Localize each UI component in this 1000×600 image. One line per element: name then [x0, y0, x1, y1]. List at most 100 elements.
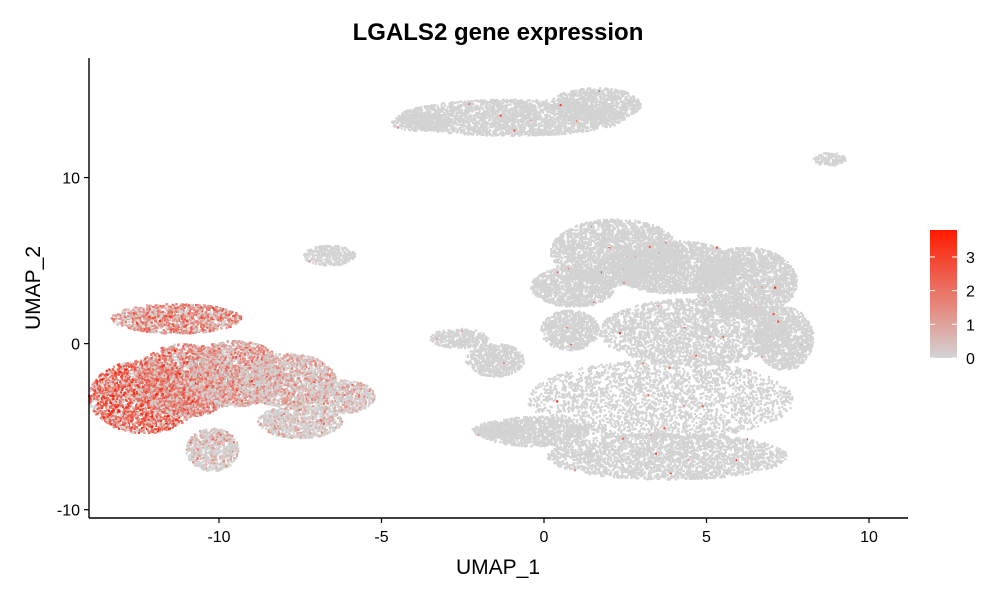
cell-point [117, 416, 119, 418]
cell-point [97, 402, 99, 404]
cell-point [109, 392, 111, 394]
cell-point [106, 413, 108, 415]
cell-point [166, 421, 168, 423]
cell-point [100, 401, 102, 403]
cell-point [117, 401, 119, 403]
cell-point [112, 417, 114, 419]
cell-point [156, 364, 158, 366]
cell-point [144, 401, 146, 403]
cell-point [98, 383, 100, 385]
cell-point [112, 398, 114, 400]
cell-point [148, 432, 150, 434]
cell-point [158, 426, 160, 428]
cell-point [139, 399, 141, 401]
cell-point [158, 414, 160, 416]
cell-point [105, 376, 107, 378]
cell-point [96, 380, 98, 382]
data-points [88, 87, 847, 481]
cell-point [120, 403, 122, 405]
cell-point [161, 425, 163, 427]
cell-point [182, 393, 184, 395]
cell-point [135, 407, 137, 409]
cell-point [90, 405, 92, 407]
cell-point [126, 400, 128, 402]
cell-point [112, 369, 114, 371]
cell-point [118, 410, 120, 412]
cell-point [111, 391, 113, 393]
cell-point [122, 424, 124, 426]
cell-point [138, 405, 140, 407]
cell-point [114, 371, 116, 373]
cell-point [130, 404, 132, 406]
cell-point [116, 390, 118, 392]
cell-point [125, 404, 127, 406]
cell-point [134, 423, 136, 425]
cell-point [118, 397, 120, 399]
cell-point [169, 383, 171, 385]
cell-point [154, 419, 156, 421]
cell-point [128, 378, 130, 380]
cell-point [177, 344, 179, 346]
cell-point [148, 419, 150, 421]
cell-point [126, 411, 128, 413]
cell-point [101, 379, 103, 381]
cell-point [110, 407, 112, 409]
cell-point [166, 417, 168, 419]
cell-point [168, 428, 170, 430]
cell-point [134, 361, 136, 363]
cell-point [115, 380, 117, 382]
cell-point [97, 388, 99, 390]
cell-point [112, 384, 114, 386]
cell-point [103, 382, 105, 384]
cell-point [126, 384, 128, 386]
cell-point [108, 385, 110, 387]
cell-point [129, 410, 131, 412]
cell-point [156, 353, 158, 355]
cell-point [93, 406, 95, 408]
cell-point [121, 385, 123, 387]
cell-point [126, 392, 128, 394]
cell-point [147, 410, 149, 412]
cell-point [128, 396, 130, 398]
cell-point [149, 425, 151, 427]
cell-point [163, 428, 165, 430]
cell-point [115, 394, 117, 396]
cell-point [121, 364, 123, 366]
cell-point [155, 421, 157, 423]
cell-point [107, 422, 109, 424]
cell-point [111, 404, 113, 406]
cell-point [108, 369, 110, 371]
cell-point [141, 418, 143, 420]
cell-point [101, 413, 103, 415]
cell-point [120, 414, 122, 416]
cell-point [167, 378, 169, 380]
cell-point [116, 406, 118, 408]
cell-point [152, 431, 154, 433]
cell-point [106, 400, 108, 402]
cell-point [135, 400, 137, 402]
cell-point [126, 380, 128, 382]
cell-point [132, 431, 134, 433]
cell-point [168, 419, 170, 421]
cell-point [114, 404, 116, 406]
cell-point [141, 391, 143, 393]
cell-point [140, 430, 142, 432]
cell-point [148, 423, 150, 425]
cell-point [134, 413, 136, 415]
cell-point [118, 419, 120, 421]
cell-point [160, 416, 162, 418]
cell-point [134, 432, 136, 434]
cell-point [132, 372, 134, 374]
cell-point [102, 398, 104, 400]
cell-point [163, 422, 165, 424]
cell-point [110, 402, 112, 404]
cell-point [129, 386, 131, 388]
cell-point [109, 419, 111, 421]
cell-point [131, 406, 133, 408]
cell-point [130, 362, 132, 364]
cell-point [129, 392, 131, 394]
cell-point [128, 381, 130, 383]
cell-point [117, 395, 119, 397]
cell-point [147, 427, 149, 429]
